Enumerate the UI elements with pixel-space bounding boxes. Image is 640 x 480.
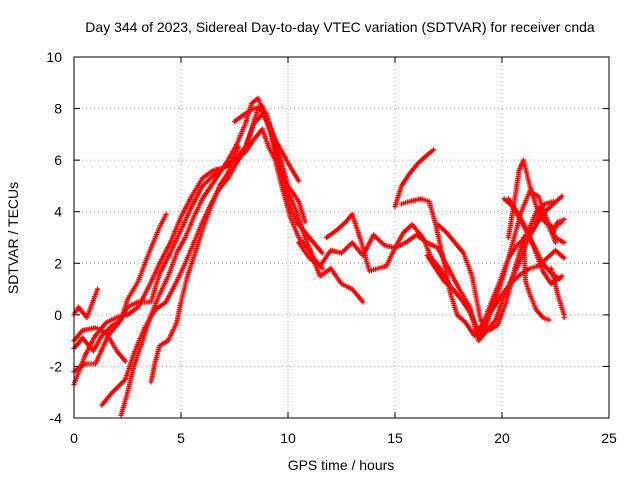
y-tick-label: -4 bbox=[50, 410, 63, 426]
series-track-12 bbox=[392, 147, 437, 210]
chart-title: Day 344 of 2023, Sidereal Day-to-day VTE… bbox=[85, 19, 595, 35]
y-tick-label: 2 bbox=[54, 255, 62, 271]
data-point-markers bbox=[435, 198, 556, 333]
data-point-markers bbox=[118, 95, 325, 418]
series-track-18 bbox=[505, 157, 565, 241]
data-point-markers bbox=[392, 147, 437, 210]
series-track-9 bbox=[231, 103, 302, 184]
data-point-markers bbox=[424, 247, 567, 333]
data-point-markers bbox=[548, 265, 567, 321]
x-tick-label: 20 bbox=[494, 430, 510, 446]
x-axis-title: GPS time / hours bbox=[288, 457, 395, 473]
axis-tick-labels: 0 5 10 15 20 25 -4 -2 0 2 4 6 8 10 bbox=[46, 49, 617, 446]
y-tick-label: 8 bbox=[54, 101, 62, 117]
grid-lines bbox=[74, 57, 609, 418]
series-track-5 bbox=[71, 286, 101, 320]
plot-frame bbox=[73, 56, 610, 419]
y-tick-label: 0 bbox=[54, 307, 62, 323]
data-point-markers bbox=[520, 234, 552, 323]
data-point-markers bbox=[231, 103, 302, 184]
y-tick-label: -2 bbox=[50, 358, 63, 374]
data-point-markers bbox=[550, 216, 567, 235]
x-tick-label: 10 bbox=[280, 430, 296, 446]
series-track-20 bbox=[548, 265, 567, 321]
data-point-markers bbox=[148, 144, 242, 385]
series-track-15 bbox=[435, 198, 556, 333]
series-track-19 bbox=[520, 234, 552, 323]
y-tick-label: 10 bbox=[46, 49, 62, 65]
series-track-7 bbox=[118, 95, 325, 418]
x-tick-label: 0 bbox=[70, 430, 78, 446]
series-track-14 bbox=[424, 247, 567, 333]
y-tick-label: 6 bbox=[54, 152, 62, 168]
data-point-markers bbox=[71, 286, 101, 320]
x-tick-label: 15 bbox=[387, 430, 403, 446]
data-point-markers bbox=[71, 211, 169, 354]
y-tick-label: 4 bbox=[54, 204, 62, 220]
y-axis-title: SDTVAR / TECUs bbox=[5, 182, 21, 294]
series-track-4 bbox=[71, 211, 169, 354]
x-tick-label: 5 bbox=[177, 430, 185, 446]
series-track-21 bbox=[550, 216, 567, 235]
plot-area bbox=[71, 95, 567, 418]
series-track-8 bbox=[148, 144, 242, 385]
x-tick-label: 25 bbox=[601, 430, 617, 446]
data-point-markers bbox=[505, 157, 565, 241]
